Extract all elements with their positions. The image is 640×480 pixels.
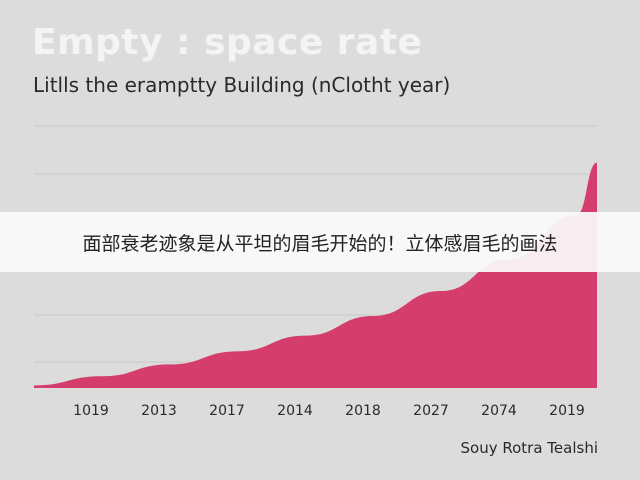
x-tick-label: 2014 — [277, 403, 313, 419]
x-tick-label: 2018 — [345, 403, 381, 419]
x-tick-label: 2074 — [481, 403, 517, 419]
x-tick-label: 2017 — [209, 403, 245, 419]
source-label: Souy Rotra Tealshi — [460, 439, 598, 457]
caption-banner: 面部衰老迹象是从平坦的眉毛开始的！立体感眉毛的画法 — [0, 212, 640, 272]
chart-title: Empty : space rate — [32, 22, 423, 63]
area-series — [34, 162, 597, 388]
chart-subtitle: Litlls the eramptty Building (nClotht ye… — [33, 73, 451, 97]
x-tick-label: 2019 — [549, 403, 585, 419]
plot-area — [34, 162, 597, 388]
x-tick-label: 2027 — [413, 403, 449, 419]
x-tick-label: 2013 — [141, 403, 177, 419]
x-axis-ticks: 1019 2013 2017 2014 2018 2027 2074 2019 — [73, 403, 585, 419]
x-tick-label: 1019 — [73, 403, 109, 419]
banner-text: 面部衰老迹象是从平坦的眉毛开始的！立体感眉毛的画法 — [82, 232, 558, 255]
